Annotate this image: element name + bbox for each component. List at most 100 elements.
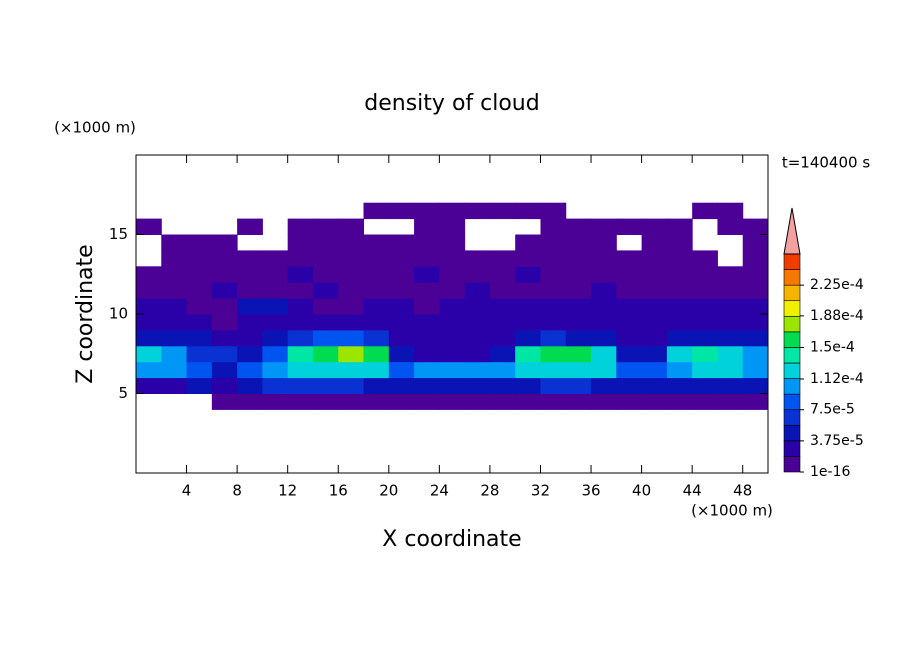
contour-cell [439,314,466,331]
contour-cell [464,329,491,347]
contour-cell [161,314,188,331]
contour-cell [161,282,188,299]
contour-cell [388,377,415,394]
contour-cell [287,234,314,251]
contour-cell [388,202,415,220]
x-tick-label: 48 [733,482,752,500]
contour-cell [186,266,213,283]
contour-cell [489,345,516,363]
contour-cell [641,345,668,363]
colorbar-band [783,409,801,426]
x-axis-label: X coordinate [382,527,521,552]
contour-cell [237,282,263,299]
contour-cell [262,345,289,363]
contour-cell [363,298,390,315]
contour-cell [414,202,440,220]
contour-cell [692,266,718,283]
contour-cell [439,393,466,410]
contour-cell [641,393,668,410]
contour-cell [591,250,617,267]
contour-cell [363,234,390,251]
contour-cell [717,218,744,235]
colorbar-band [783,424,801,442]
contour-cell [565,250,592,267]
contour-cell [388,361,415,379]
y-tick-label: 15 [109,225,128,243]
contour-cell [489,250,516,267]
contour-cell [136,345,162,363]
contour-cell [540,329,567,347]
contour-cell [464,377,491,394]
contour-cell [464,298,491,315]
contour-cell [287,393,314,410]
contour-cell [287,218,314,235]
contour-cell [388,266,415,283]
colorbar-band [783,378,801,395]
contour-cell [338,234,365,251]
contour-cell [591,377,617,394]
x-tick-label: 16 [329,482,348,500]
contour-cell [338,218,365,235]
contour-cell [186,250,213,267]
contour-cell [666,377,693,394]
x-tick-label: 24 [430,482,449,500]
contour-cell [211,345,238,363]
contour-cell [414,234,440,251]
y-tick-label: 10 [109,305,128,323]
contour-cell [388,314,415,331]
contour-cell [287,329,314,347]
contour-cell [414,266,440,283]
contour-cell [616,266,643,283]
contour-cell [211,361,238,379]
contour-cell [186,282,213,299]
contour-cell [136,314,162,331]
contour-cell [591,314,617,331]
contour-cell [591,329,617,347]
contour-cell [464,361,491,379]
contour-cell [161,377,188,394]
contour-cell [439,202,466,220]
contour-cell [666,282,693,299]
colorbar-tick-label: 1.88e-4 [810,308,864,324]
contour-cell [515,266,541,283]
contour-cell [262,377,289,394]
contour-cell [464,202,491,220]
contour-cell [161,361,188,379]
contour-cell [692,329,718,347]
contour-cell [136,266,162,283]
contour-cell [540,282,567,299]
y-tick-label: 5 [118,384,128,402]
contour-cell [742,345,769,363]
contour-cell [136,218,162,235]
contour-cell [515,329,541,347]
contour-cell [489,314,516,331]
contour-cell [692,393,718,410]
contour-cell [338,393,365,410]
contour-cell [312,282,339,299]
contour-cell [515,250,541,267]
contour-cell [262,266,289,283]
contour-cell [489,393,516,410]
contour-cell [186,345,213,363]
contour-cell [237,361,263,379]
contour-cell [742,314,769,331]
x-unit: (×1000 m) [691,502,773,520]
contour-cell [565,282,592,299]
colorbar-band [783,456,801,473]
contour-cell [161,266,188,283]
contour-cell [312,234,339,251]
contour-cell [237,218,263,235]
contour-cell [388,393,415,410]
contour-cell [312,298,339,315]
contour-cell [414,393,440,410]
contour-cell [237,377,263,394]
contour-cell [439,282,466,299]
colorbar-tick-label: 2.25e-4 [810,277,864,293]
contour-cell [515,345,541,363]
contour-cell [414,329,440,347]
contour-cell [161,234,188,251]
contour-cell [692,345,718,363]
contour-cell [439,218,466,235]
contour-cell [262,329,289,347]
x-tick-label: 36 [581,482,600,500]
